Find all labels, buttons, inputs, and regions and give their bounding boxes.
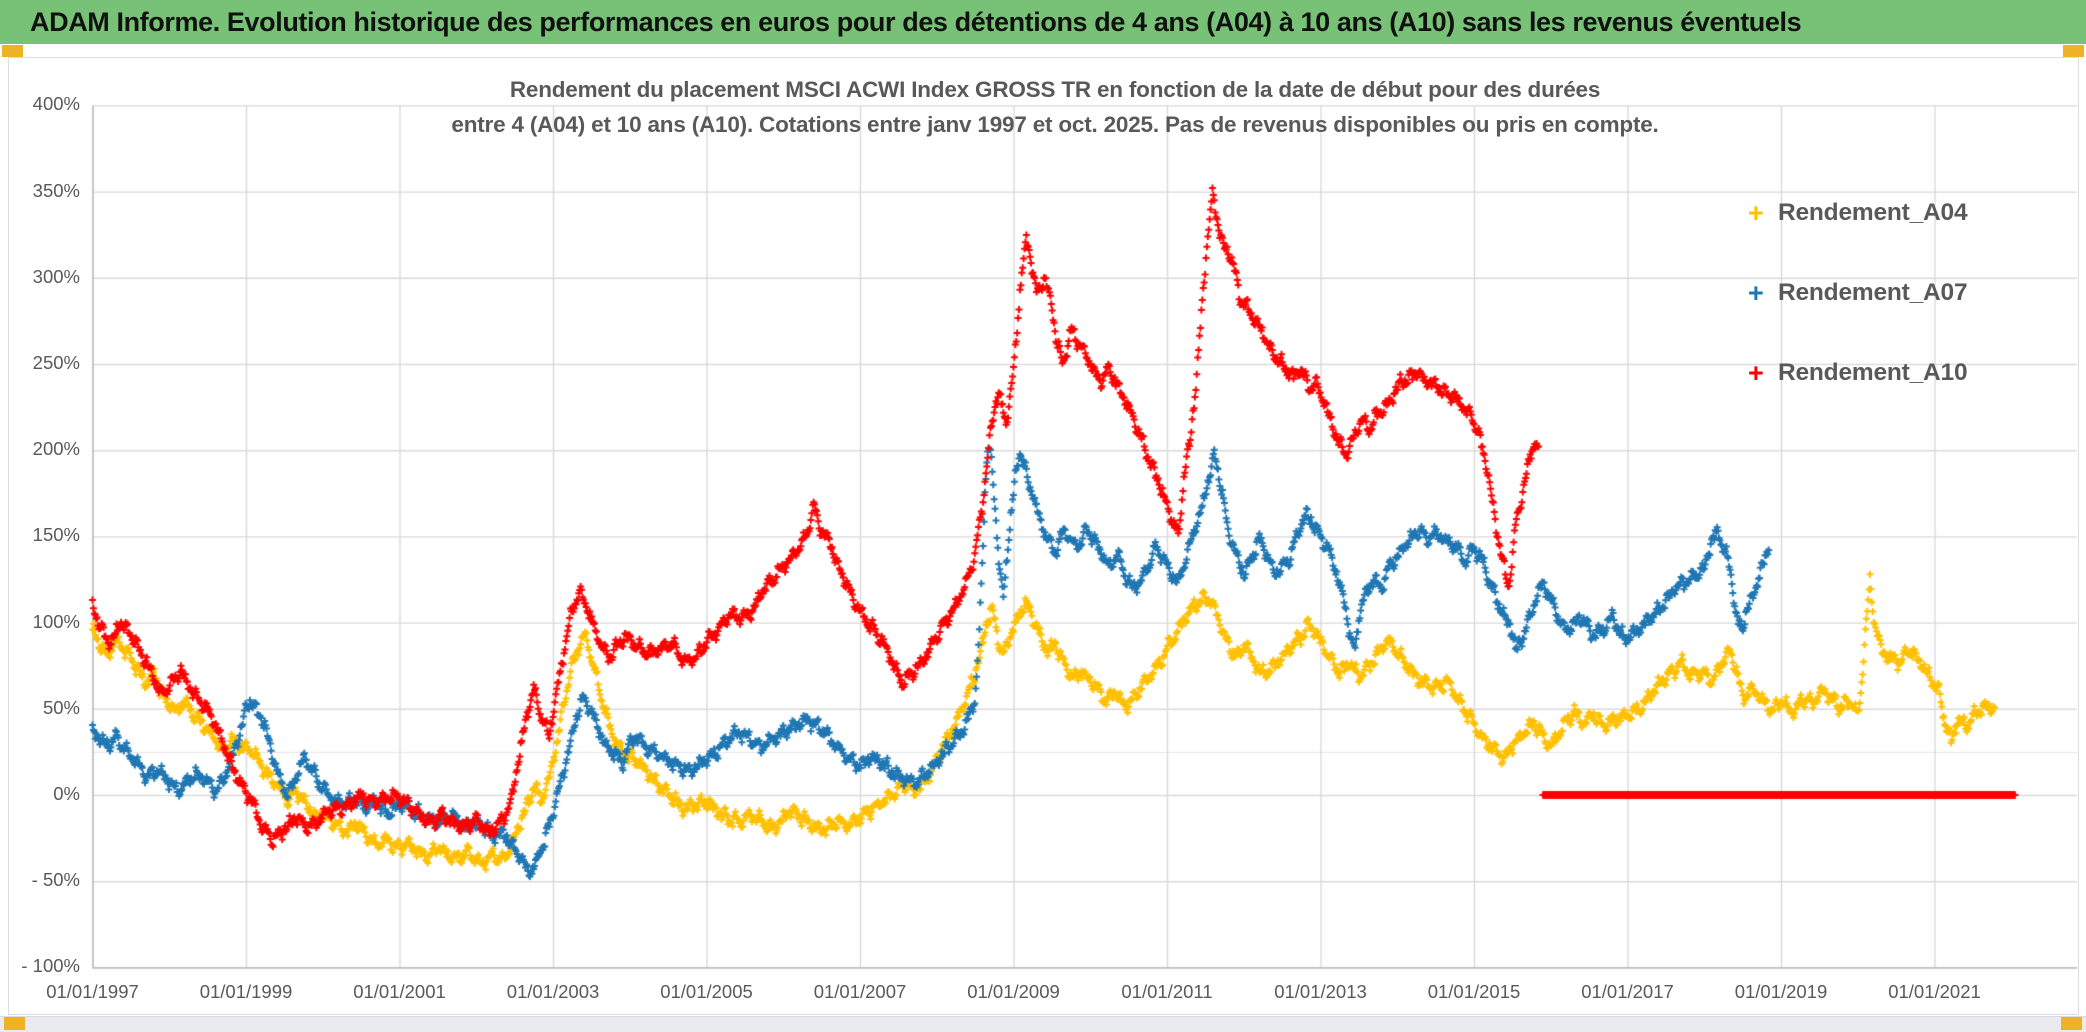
legend-item-a10: + Rendement_A10 xyxy=(1748,356,1988,390)
x-tick-label: 01/01/2001 xyxy=(353,981,446,1002)
x-tick-label: 01/01/2011 xyxy=(1121,981,1213,1002)
legend-label-a07: Rendement_A07 xyxy=(1778,279,1968,306)
x-tick-label: 01/01/1997 xyxy=(46,981,139,1002)
y-tick-label: 0% xyxy=(53,783,80,804)
y-tick-label: 50% xyxy=(42,696,80,718)
x-tick-label: 01/01/2009 xyxy=(967,981,1060,1002)
legend-item-a04: + Rendement_A04 xyxy=(1748,196,1988,230)
y-tick-label: 350% xyxy=(32,179,80,201)
plus-marker-icon: + xyxy=(1748,278,1764,308)
x-tick-label: 01/01/2005 xyxy=(660,981,753,1002)
chart-title: Rendement du placement MSCI ACWI Index G… xyxy=(60,72,2050,142)
y-tick-label: 200% xyxy=(32,438,80,460)
x-tick-label: 01/01/2007 xyxy=(813,981,907,1002)
x-tick-label: 01/01/2021 xyxy=(1888,981,1981,1002)
bottom-band xyxy=(0,1016,2086,1032)
chart-title-line2: entre 4 (A04) et 10 ans (A10). Cotations… xyxy=(451,112,1659,137)
y-tick-label: - 100% xyxy=(21,955,80,977)
x-tick-label: 01/01/2013 xyxy=(1274,981,1367,1002)
x-tick-label: 01/01/2015 xyxy=(1427,981,1521,1002)
x-tick-label: 01/01/2017 xyxy=(1581,981,1674,1002)
y-tick-label: 100% xyxy=(32,610,80,632)
plus-marker-icon: + xyxy=(1748,198,1764,228)
y-tick-label: - 50% xyxy=(31,869,80,891)
legend-item-a07: + Rendement_A07 xyxy=(1748,276,1988,310)
y-tick-label: 300% xyxy=(32,265,80,287)
y-tick-label: 400% xyxy=(32,93,80,115)
legend-label-a10: Rendement_A10 xyxy=(1778,359,1968,386)
chart-legend: + Rendement_A04 + Rendement_A07 + Rendem… xyxy=(1748,196,1988,436)
legend-label-a04: Rendement_A04 xyxy=(1778,199,1968,226)
accent-square-bottom-right xyxy=(2061,1017,2082,1030)
chart-title-line1: Rendement du placement MSCI ACWI Index G… xyxy=(509,77,1601,102)
plus-marker-icon: + xyxy=(1748,358,1764,388)
accent-square-bottom-left xyxy=(4,1017,25,1030)
x-tick-label: 01/01/2019 xyxy=(1734,981,1828,1002)
y-tick-label: 250% xyxy=(32,352,80,373)
x-tick-label: 01/01/1999 xyxy=(199,981,293,1002)
x-tick-label: 01/01/2003 xyxy=(506,981,600,1002)
y-tick-label: 150% xyxy=(32,524,80,546)
